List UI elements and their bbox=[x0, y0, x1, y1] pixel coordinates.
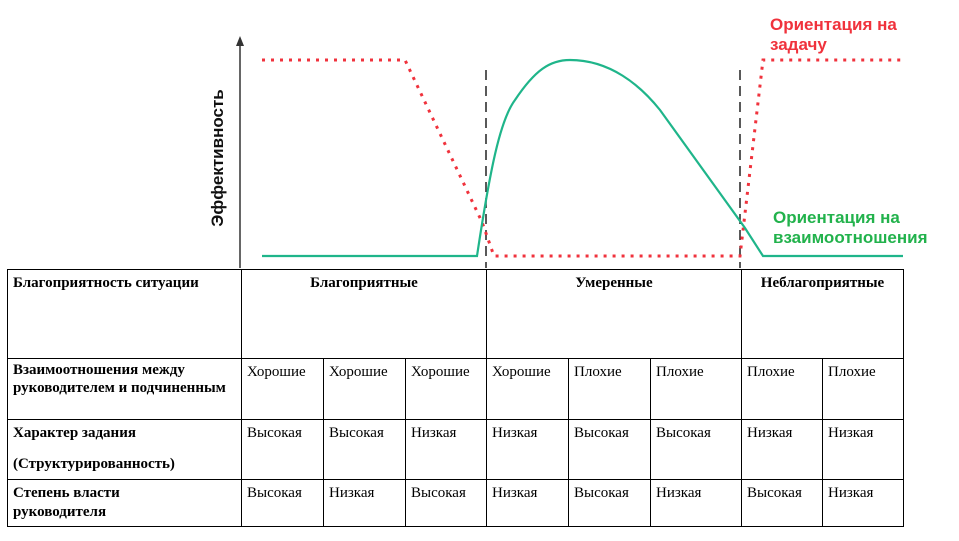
cell: Низкая bbox=[323, 479, 406, 527]
cell: Низкая bbox=[650, 479, 742, 527]
relationship-orientation-line bbox=[262, 58, 903, 258]
cell: Высокая bbox=[568, 419, 651, 480]
task-orientation-legend: Ориентация на задачу bbox=[770, 15, 897, 55]
cell: Низкая bbox=[822, 479, 904, 527]
task-structure-row: Характер задания (Структурированность) В… bbox=[7, 419, 904, 480]
group-moderate: Умеренные bbox=[486, 269, 742, 359]
cell: Высокая bbox=[741, 479, 823, 527]
cell: Низкая bbox=[741, 419, 823, 480]
cell: Низкая bbox=[486, 419, 569, 480]
row-header: Взаимоотношения между руководителем и по… bbox=[7, 358, 242, 420]
legend-line2: задачу bbox=[770, 35, 827, 54]
cell: Высокая bbox=[568, 479, 651, 527]
group-unfavorable: Неблагоприятные bbox=[741, 269, 904, 359]
favorability-row: Благоприятность ситуации Благоприятные У… bbox=[7, 269, 904, 359]
cell: Низкая bbox=[822, 419, 904, 480]
legend-line2: взаимоотношения bbox=[773, 228, 928, 247]
cell: Плохие bbox=[822, 358, 904, 420]
cell: Высокая bbox=[241, 479, 324, 527]
row-header-line2: (Структурированность) bbox=[13, 456, 175, 472]
relationship-orientation-legend: Ориентация на взаимоотношения bbox=[773, 208, 928, 248]
group-favorable: Благоприятные bbox=[241, 269, 487, 359]
y-axis-arrow-icon bbox=[236, 36, 244, 46]
cell: Хорошие bbox=[405, 358, 487, 420]
power-row: Степень власти руководителя Высокая Низк… bbox=[7, 479, 904, 527]
row-header-line1: Характер задания bbox=[13, 425, 136, 441]
cell: Низкая bbox=[486, 479, 569, 527]
cell: Низкая bbox=[405, 419, 487, 480]
situation-table: Благоприятность ситуации Благоприятные У… bbox=[7, 269, 904, 527]
row-header: Благоприятность ситуации bbox=[7, 269, 242, 359]
row-header: Степень власти руководителя bbox=[7, 479, 242, 527]
cell: Высокая bbox=[323, 419, 406, 480]
cell: Высокая bbox=[241, 419, 324, 480]
cell: Плохие bbox=[741, 358, 823, 420]
task-orientation-line bbox=[262, 58, 903, 258]
row-header: Характер задания (Структурированность) bbox=[7, 419, 242, 480]
cell: Высокая bbox=[405, 479, 487, 527]
cell: Плохие bbox=[650, 358, 742, 420]
legend-line1: Ориентация на bbox=[770, 15, 897, 34]
cell: Высокая bbox=[650, 419, 742, 480]
relations-row: Взаимоотношения между руководителем и по… bbox=[7, 358, 904, 420]
effectiveness-chart bbox=[236, 36, 903, 268]
cell: Хорошие bbox=[323, 358, 406, 420]
legend-line1: Ориентация на bbox=[773, 208, 900, 227]
cell: Плохие bbox=[568, 358, 651, 420]
cell: Хорошие bbox=[486, 358, 569, 420]
cell: Хорошие bbox=[241, 358, 324, 420]
y-axis-label: Эффективность bbox=[208, 89, 227, 227]
